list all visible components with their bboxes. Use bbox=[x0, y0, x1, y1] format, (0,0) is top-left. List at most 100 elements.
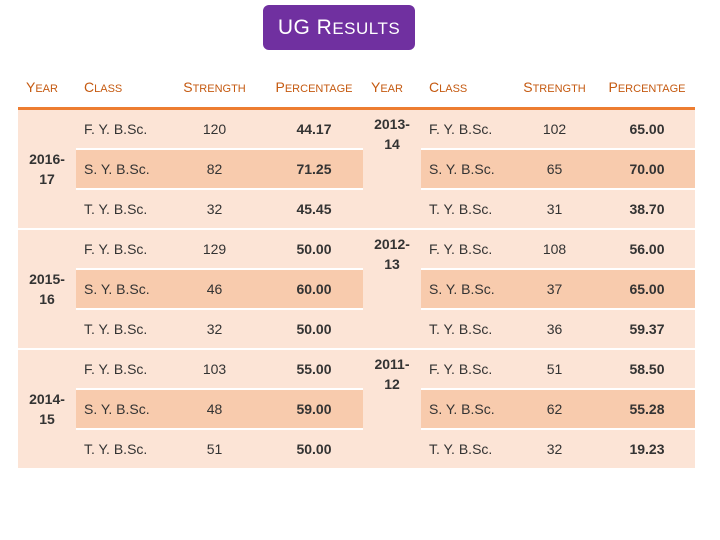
class-cell: F. Y. B.Sc. bbox=[76, 228, 164, 270]
strength-cell: 32 bbox=[510, 428, 599, 470]
year-cell: 2016- 17 bbox=[18, 108, 76, 230]
header-strength-2-rest: trength bbox=[532, 83, 586, 95]
year-label-end: 12 bbox=[384, 375, 400, 392]
strength-cell: 82 bbox=[164, 148, 265, 190]
percentage-cell: 19.23 bbox=[599, 428, 695, 470]
percentage-cell: 65.00 bbox=[599, 108, 695, 150]
percentage-cell: 58.50 bbox=[599, 348, 695, 390]
class-cell: F. Y. B.Sc. bbox=[76, 108, 164, 150]
year-label-start: 2011- bbox=[374, 355, 410, 372]
class-cell: F. Y. B.Sc. bbox=[421, 348, 510, 390]
year-cell: 2015- 16 bbox=[18, 228, 76, 350]
header-class-2-first: C bbox=[429, 79, 440, 95]
year-cell: 2012- 13 bbox=[363, 228, 421, 350]
table-row: S. Y. B.Sc. 48 59.00 S. Y. B.Sc. 62 55.28 bbox=[18, 388, 695, 430]
year-label-end: 16 bbox=[39, 290, 55, 307]
header-percentage-first: P bbox=[275, 79, 285, 95]
percentage-cell: 60.00 bbox=[265, 268, 363, 310]
strength-cell: 46 bbox=[164, 268, 265, 310]
table-row: T. Y. B.Sc. 51 50.00 T. Y. B.Sc. 32 19.23 bbox=[18, 428, 695, 470]
table-row: 2016- 17 F. Y. B.Sc. 120 44.17 2013- 14 F. Y. B… bbox=[18, 108, 695, 230]
strength-cell: 103 bbox=[164, 348, 265, 390]
strength-cell: 32 bbox=[164, 308, 265, 350]
header-class-first: C bbox=[84, 79, 95, 95]
class-cell: T. Y. B.Sc. bbox=[76, 188, 164, 230]
strength-cell: 65 bbox=[510, 148, 599, 190]
percentage-cell: 50.00 bbox=[265, 428, 363, 470]
header-year-2-rest: ear bbox=[380, 83, 403, 95]
percentage-cell: 55.00 bbox=[265, 348, 363, 390]
header-class-rest: lass bbox=[94, 83, 123, 95]
percentage-cell: 70.00 bbox=[599, 148, 695, 190]
strength-cell: 37 bbox=[510, 268, 599, 310]
table-row: S. Y. B.Sc. 82 71.25 S. Y. B.Sc. 65 70.00 bbox=[18, 148, 695, 190]
year-label-end: 17 bbox=[39, 170, 55, 187]
percentage-cell: 59.37 bbox=[599, 308, 695, 350]
strength-cell: 48 bbox=[164, 388, 265, 430]
year-label-start: 2014- bbox=[29, 390, 65, 407]
year-label-start: 2013- bbox=[374, 116, 410, 132]
year-label-end: 15 bbox=[39, 410, 55, 427]
class-cell: T. Y. B.Sc. bbox=[76, 428, 164, 470]
year-cell: 2013- 14 bbox=[363, 108, 421, 230]
strength-cell: 62 bbox=[510, 388, 599, 430]
year-label-start: 2012- bbox=[374, 235, 410, 252]
strength-cell: 51 bbox=[510, 348, 599, 390]
year-cell: 2014- 15 bbox=[18, 348, 76, 470]
percentage-cell: 38.70 bbox=[599, 188, 695, 230]
header-year-rest: ear bbox=[35, 83, 58, 95]
percentage-cell: 71.25 bbox=[265, 148, 363, 190]
percentage-cell: 45.45 bbox=[265, 188, 363, 230]
strength-cell: 51 bbox=[164, 428, 265, 470]
strength-cell: 120 bbox=[164, 108, 265, 150]
class-cell: S. Y. B.Sc. bbox=[421, 268, 510, 310]
header-class-2-rest: lass bbox=[439, 83, 468, 95]
header-percentage: Percentage bbox=[265, 67, 363, 110]
header-class: Class bbox=[76, 67, 164, 110]
class-cell: F. Y. B.Sc. bbox=[421, 228, 510, 270]
percentage-cell: 50.00 bbox=[265, 228, 363, 270]
header-strength-2-first: S bbox=[523, 79, 533, 95]
header-year-first: Y bbox=[26, 79, 36, 95]
header-percentage-rest: ercentage bbox=[284, 83, 353, 95]
class-cell: T. Y. B.Sc. bbox=[76, 308, 164, 350]
year-cell: 2011- 12 bbox=[363, 348, 421, 470]
header-class-2: Class bbox=[421, 67, 510, 110]
class-cell: T. Y. B.Sc. bbox=[421, 188, 510, 230]
class-cell: S. Y. B.Sc. bbox=[76, 148, 164, 190]
strength-cell: 32 bbox=[164, 188, 265, 230]
class-cell: S. Y. B.Sc. bbox=[76, 268, 164, 310]
header-strength-first: S bbox=[183, 79, 193, 95]
table-body: 2016- 17 F. Y. B.Sc. 120 44.17 2013- 14 F. Y. B… bbox=[18, 108, 695, 470]
strength-cell: 102 bbox=[510, 108, 599, 150]
header-strength-rest: trength bbox=[192, 83, 246, 95]
percentage-cell: 55.28 bbox=[599, 388, 695, 430]
header-percentage-2: Percentage bbox=[599, 67, 695, 110]
header-strength-2: Strength bbox=[510, 67, 599, 110]
class-cell: T. Y. B.Sc. bbox=[421, 428, 510, 470]
class-cell: F. Y. B.Sc. bbox=[76, 348, 164, 390]
year-label-start: 2015- bbox=[29, 270, 65, 287]
percentage-cell: 59.00 bbox=[265, 388, 363, 430]
class-cell: T. Y. B.Sc. bbox=[421, 308, 510, 350]
percentage-cell: 65.00 bbox=[599, 268, 695, 310]
page-title: UG Results bbox=[263, 5, 415, 50]
strength-cell: 36 bbox=[510, 308, 599, 350]
results-table: Year Class Strength Percentage Year Clas… bbox=[18, 67, 695, 470]
table-row: T. Y. B.Sc. 32 50.00 T. Y. B.Sc. 36 59.37 bbox=[18, 308, 695, 350]
header-percentage-2-first: P bbox=[608, 79, 618, 95]
strength-cell: 108 bbox=[510, 228, 599, 270]
header-year-2-first: Y bbox=[371, 79, 381, 95]
class-cell: S. Y. B.Sc. bbox=[76, 388, 164, 430]
class-cell: S. Y. B.Sc. bbox=[421, 148, 510, 190]
table-row: T. Y. B.Sc. 32 45.45 T. Y. B.Sc. 31 38.70 bbox=[18, 188, 695, 230]
table-row: S. Y. B.Sc. 46 60.00 S. Y. B.Sc. 37 65.00 bbox=[18, 268, 695, 310]
header-year: Year bbox=[18, 67, 76, 110]
table-row: 2014- 15 F. Y. B.Sc. 103 55.00 2011- 12 F. Y. B… bbox=[18, 348, 695, 470]
percentage-cell: 56.00 bbox=[599, 228, 695, 270]
class-cell: F. Y. B.Sc. bbox=[421, 108, 510, 150]
year-label-start: 2016- bbox=[29, 150, 65, 167]
header-row: Year Class Strength Percentage Year Clas… bbox=[18, 67, 695, 110]
table-row: 2015- 16 F. Y. B.Sc. 129 50.00 2012- 13 F. Y. B… bbox=[18, 228, 695, 350]
percentage-cell: 44.17 bbox=[265, 108, 363, 150]
